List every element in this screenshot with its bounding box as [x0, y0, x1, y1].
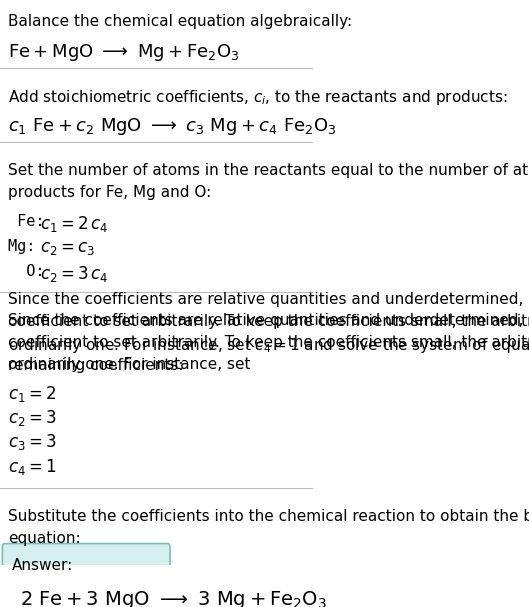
- Text: $c_4 = 1$: $c_4 = 1$: [8, 456, 56, 476]
- Text: Substitute the coefficients into the chemical reaction to obtain the balanced: Substitute the coefficients into the che…: [8, 509, 529, 524]
- FancyBboxPatch shape: [2, 544, 170, 607]
- Text: $c_3 = 3$: $c_3 = 3$: [8, 432, 57, 452]
- Text: Since the coefficients are relative quantities and underdetermined, choose a: Since the coefficients are relative quan…: [8, 292, 529, 307]
- Text: $c_2 = 3$: $c_2 = 3$: [8, 408, 57, 428]
- Text: $c_1 = 2$: $c_1 = 2$: [8, 384, 56, 404]
- Text: equation:: equation:: [8, 531, 80, 546]
- Text: $\mathrm{2\ Fe + 3\ MgO\ {\longrightarrow}\ 3\ Mg + Fe_2O_3}$: $\mathrm{2\ Fe + 3\ MgO\ {\longrightarro…: [20, 589, 326, 607]
- Text: $c_2 = 3\,c_4$: $c_2 = 3\,c_4$: [40, 264, 109, 284]
- Text: Fe:: Fe:: [8, 214, 53, 229]
- Text: O:: O:: [8, 264, 53, 279]
- Text: $c_1 = 2\,c_4$: $c_1 = 2\,c_4$: [40, 214, 109, 234]
- Text: remaining coefficients:: remaining coefficients:: [8, 358, 183, 373]
- Text: $c_2 = c_3$: $c_2 = c_3$: [40, 239, 95, 257]
- Text: Add stoichiometric coefficients, $c_i$, to the reactants and products:: Add stoichiometric coefficients, $c_i$, …: [8, 89, 507, 107]
- Text: Balance the chemical equation algebraically:: Balance the chemical equation algebraica…: [8, 14, 352, 29]
- Text: Since the coefficients are relative quantities and underdetermined, choose a
coe: Since the coefficients are relative quan…: [8, 313, 529, 372]
- Text: $\mathrm{Fe + MgO\ {\longrightarrow}\ Mg + Fe_2O_3}$: $\mathrm{Fe + MgO\ {\longrightarrow}\ Mg…: [8, 42, 239, 63]
- Text: ordinarily one. For instance, set $c_4 = 1$ and solve the system of equations fo: ordinarily one. For instance, set $c_4 =…: [8, 336, 529, 355]
- Text: $c_1\ \mathrm{Fe} + c_2\ \mathrm{MgO}\ {\longrightarrow}\ c_3\ \mathrm{Mg} + c_4: $c_1\ \mathrm{Fe} + c_2\ \mathrm{MgO}\ {…: [8, 117, 336, 137]
- Text: Set the number of atoms in the reactants equal to the number of atoms in the
pro: Set the number of atoms in the reactants…: [8, 163, 529, 200]
- Text: Answer:: Answer:: [12, 558, 73, 574]
- Text: coefficient to set arbitrarily. To keep the coefficients small, the arbitrary va: coefficient to set arbitrarily. To keep …: [8, 314, 529, 329]
- Text: Mg:: Mg:: [8, 239, 44, 254]
